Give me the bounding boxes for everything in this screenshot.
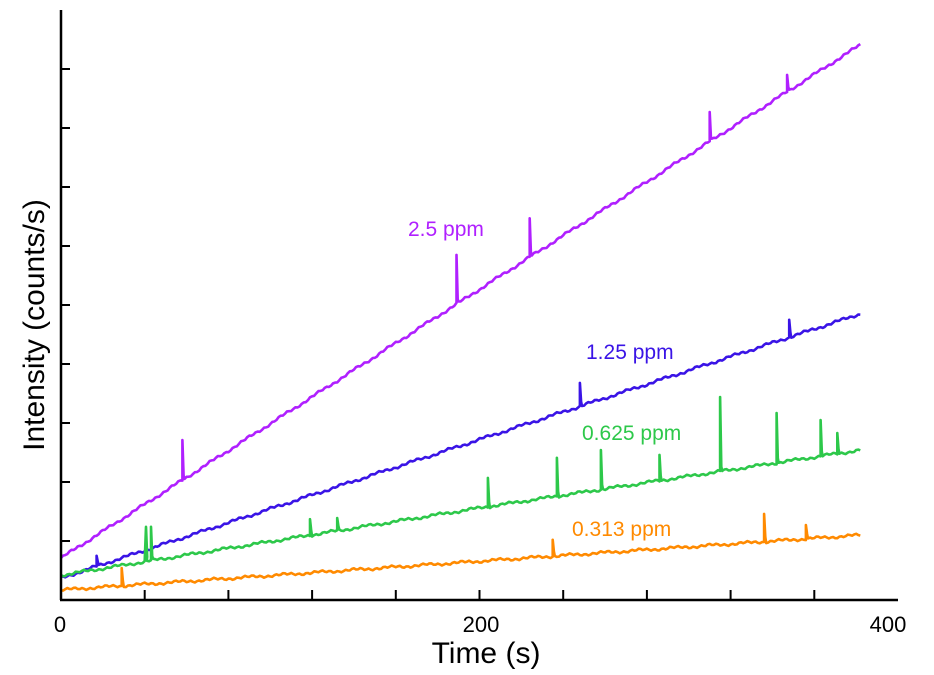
x-tick-label-200: 200	[463, 612, 500, 637]
series-line-1.25ppm	[60, 313, 861, 579]
series-label-1.25ppm: 1.25 ppm	[586, 341, 674, 364]
series-label-0.625ppm: 0.625 ppm	[582, 422, 681, 445]
x-tick-label-0: 0	[54, 612, 66, 637]
series-label-2.5ppm: 2.5 ppm	[408, 218, 484, 241]
x-axis-label: Time (s)	[432, 637, 541, 670]
series-label-0.313ppm: 0.313 ppm	[572, 518, 671, 541]
y-axis-label: Intensity (counts/s)	[18, 199, 51, 451]
series-line-0.625ppm	[60, 395, 861, 578]
x-tick-label-400: 400	[870, 612, 907, 637]
series-layer	[60, 42, 861, 592]
series-line-0.313ppm	[60, 512, 861, 592]
series-line-2.5ppm	[60, 42, 861, 559]
axis-ticks	[61, 68, 816, 600]
